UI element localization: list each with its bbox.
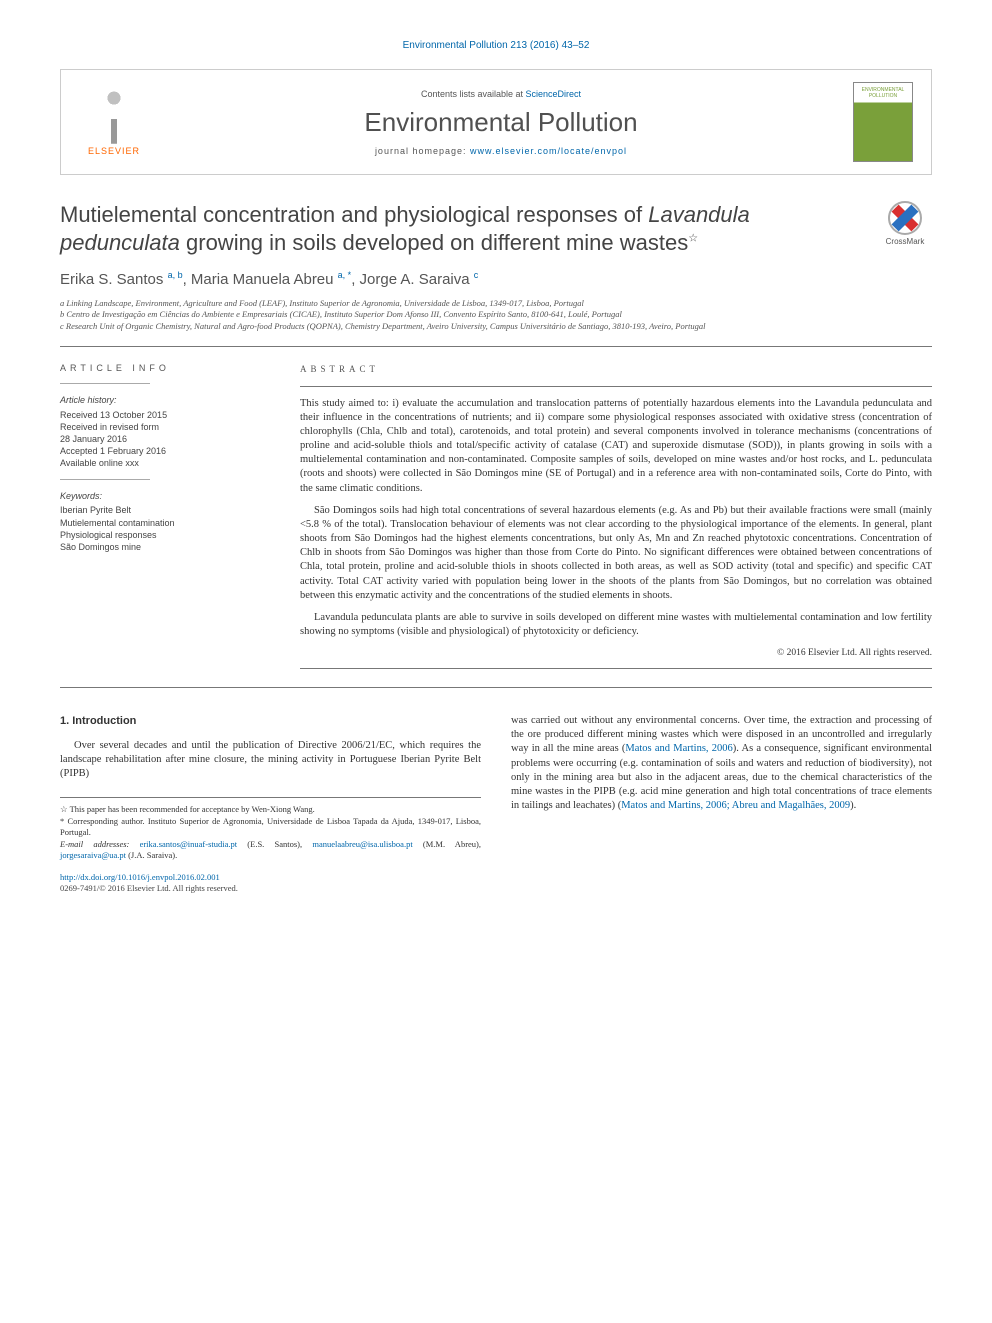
crossmark-label: CrossMark bbox=[878, 237, 932, 246]
email-who-2: (M.M. Abreu), bbox=[413, 839, 481, 849]
sciencedirect-link[interactable]: ScienceDirect bbox=[526, 89, 582, 99]
history-line: Received in revised form bbox=[60, 421, 270, 433]
mid-rule bbox=[60, 687, 932, 688]
email-link-1[interactable]: erika.santos@inuaf-studia.pt bbox=[140, 839, 238, 849]
article-title: Mutielemental concentration and physiolo… bbox=[60, 201, 840, 256]
author-3-aff: c bbox=[474, 270, 479, 280]
elsevier-label: ELSEVIER bbox=[88, 146, 140, 156]
email-link-2[interactable]: manuelaabreu@isa.ulisboa.pt bbox=[312, 839, 412, 849]
abstract-para-3: Lavandula pedunculata plants are able to… bbox=[300, 611, 932, 639]
citation-link-1[interactable]: Matos and Martins, 2006 bbox=[625, 743, 732, 754]
body-columns: 1. Introduction Over several decades and… bbox=[60, 714, 932, 895]
keyword: Physiological responses bbox=[60, 529, 270, 541]
running-head-citation: Environmental Pollution 213 (2016) 43–52 bbox=[60, 40, 932, 51]
footnote-star: ☆ This paper has been recommended for ac… bbox=[60, 804, 481, 815]
homepage-prefix: journal homepage: bbox=[375, 146, 470, 156]
header-center: Contents lists available at ScienceDirec… bbox=[149, 89, 853, 156]
history-line: Received 13 October 2015 bbox=[60, 409, 270, 421]
intro-para-1: Over several decades and until the publi… bbox=[60, 739, 481, 782]
email-who-3: (J.A. Saraiva). bbox=[126, 850, 177, 860]
author-1: Erika S. Santos bbox=[60, 271, 163, 288]
footer: http://dx.doi.org/10.1016/j.envpol.2016.… bbox=[60, 872, 481, 895]
abstract-top-rule bbox=[300, 386, 932, 387]
footnotes: ☆ This paper has been recommended for ac… bbox=[60, 797, 481, 861]
article-info-panel: ARTICLE INFO Article history: Received 1… bbox=[60, 363, 270, 669]
journal-cover-title: ENVIRONMENTAL POLLUTION bbox=[854, 83, 912, 99]
body-text: ). bbox=[850, 800, 856, 811]
column-right: was carried out without any environmenta… bbox=[511, 714, 932, 895]
history-line: Available online xxx bbox=[60, 457, 270, 469]
introduction-heading: 1. Introduction bbox=[60, 714, 481, 729]
email-who-1: (E.S. Santos), bbox=[237, 839, 312, 849]
homepage-line: journal homepage: www.elsevier.com/locat… bbox=[149, 146, 853, 156]
info-rule-1 bbox=[60, 383, 150, 384]
citation-link-2[interactable]: Matos and Martins, 2006; Abreu and Magal… bbox=[621, 800, 850, 811]
journal-cover-thumbnail: ENVIRONMENTAL POLLUTION bbox=[853, 82, 913, 162]
history-heading: Article history: bbox=[60, 394, 270, 406]
elsevier-tree-icon bbox=[89, 89, 139, 144]
author-2: , Maria Manuela Abreu bbox=[183, 271, 334, 288]
footnote-corresponding: * Corresponding author. Instituto Superi… bbox=[60, 816, 481, 839]
abstract-bottom-rule bbox=[300, 668, 932, 669]
keyword: Mutielemental contamination bbox=[60, 517, 270, 529]
history-line: 28 January 2016 bbox=[60, 433, 270, 445]
contents-prefix: Contents lists available at bbox=[421, 89, 526, 99]
title-dagger: ☆ bbox=[688, 232, 698, 244]
affiliations: a Linking Landscape, Environment, Agricu… bbox=[60, 298, 932, 332]
crossmark-widget[interactable]: CrossMark bbox=[878, 201, 932, 246]
emails-label: E-mail addresses: bbox=[60, 839, 140, 849]
journal-homepage-link[interactable]: www.elsevier.com/locate/envpol bbox=[470, 146, 627, 156]
author-1-aff: a, b bbox=[168, 270, 183, 280]
author-3: , Jorge A. Saraiva bbox=[351, 271, 469, 288]
crossmark-icon bbox=[888, 201, 922, 235]
abstract-para-2: São Domingos soils had high total concen… bbox=[300, 504, 932, 603]
abstract-label: ABSTRACT bbox=[300, 363, 932, 375]
title-part-1: Mutielemental concentration and physiolo… bbox=[60, 202, 648, 227]
issn-copyright: 0269-7491/© 2016 Elsevier Ltd. All right… bbox=[60, 883, 481, 894]
abstract-copyright: © 2016 Elsevier Ltd. All rights reserved… bbox=[300, 647, 932, 660]
journal-header: ELSEVIER Contents lists available at Sci… bbox=[60, 69, 932, 175]
abstract-para-1: This study aimed to: i) evaluate the acc… bbox=[300, 397, 932, 496]
history-line: Accepted 1 February 2016 bbox=[60, 445, 270, 457]
abstract-panel: ABSTRACT This study aimed to: i) evaluat… bbox=[300, 363, 932, 669]
keyword: São Domingos mine bbox=[60, 541, 270, 553]
elsevier-logo: ELSEVIER bbox=[79, 82, 149, 162]
email-link-3[interactable]: jorgesaraiva@ua.pt bbox=[60, 850, 126, 860]
doi-link[interactable]: http://dx.doi.org/10.1016/j.envpol.2016.… bbox=[60, 872, 220, 882]
affiliation-c: c Research Unit of Organic Chemistry, Na… bbox=[60, 321, 932, 332]
intro-para-1-cont: was carried out without any environmenta… bbox=[511, 714, 932, 813]
author-2-aff: a, * bbox=[338, 270, 352, 280]
authors-line: Erika S. Santos a, b, Maria Manuela Abre… bbox=[60, 270, 932, 288]
info-rule-2 bbox=[60, 479, 150, 480]
article-history: Article history: Received 13 October 201… bbox=[60, 394, 270, 469]
affiliation-a: a Linking Landscape, Environment, Agricu… bbox=[60, 298, 932, 309]
keywords-heading: Keywords: bbox=[60, 490, 270, 502]
journal-name: Environmental Pollution bbox=[149, 107, 853, 138]
column-left: 1. Introduction Over several decades and… bbox=[60, 714, 481, 895]
keywords-block: Keywords: Iberian Pyrite Belt Mutielemen… bbox=[60, 490, 270, 553]
contents-line: Contents lists available at ScienceDirec… bbox=[149, 89, 853, 99]
keyword: Iberian Pyrite Belt bbox=[60, 504, 270, 516]
article-info-label: ARTICLE INFO bbox=[60, 363, 270, 373]
footnote-emails: E-mail addresses: erika.santos@inuaf-stu… bbox=[60, 839, 481, 862]
affiliation-b: b Centro de Investigação em Ciências do … bbox=[60, 309, 932, 320]
title-part-2: growing in soils developed on different … bbox=[180, 230, 688, 255]
